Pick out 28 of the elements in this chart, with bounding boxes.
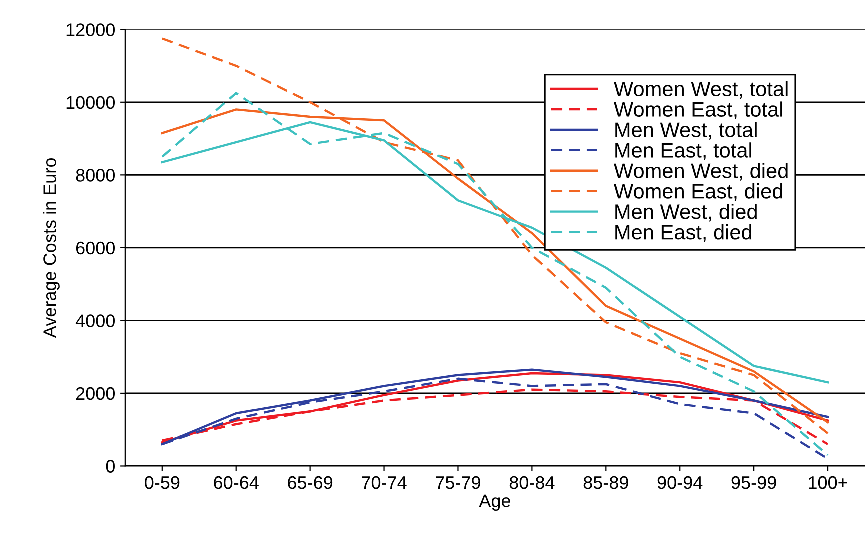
x-tick-label: 85-89 [584,476,628,490]
y-tick-label: 12000 [66,24,115,36]
legend-label: Women East, total [614,102,782,120]
x-tick-label: 60-64 [214,476,259,490]
legend-label: Men West, total [616,122,757,140]
line-series [161,38,830,435]
x-tick-label: 0-59 [145,476,180,490]
x-axis-title: Age [479,494,510,512]
x-tick-label: 95-99 [732,476,776,490]
x-tick-label: 90-94 [658,476,703,490]
x-tick-label: 75-79 [436,476,480,490]
legend-label: Women West, died [614,163,788,181]
legend-label: Men West, died [616,204,757,222]
legend-label: Women West, total [614,81,788,100]
legend-label: Men East, died [616,224,752,242]
legend-label: Women East, died [614,184,782,202]
y-axis-title: Average Costs in Euro [43,158,60,338]
x-tick-label: 100+ [809,476,848,490]
y-tick-label: 8000 [76,169,115,182]
legend-label: Men East, total [616,142,752,160]
y-tick-label: 6000 [76,242,115,255]
x-tick-label: 65-69 [288,476,333,490]
y-tick-label: 10000 [66,96,115,110]
x-tick-label: 80-84 [510,476,555,490]
y-tick-label: 0 [106,460,115,473]
x-tick-label: 70-74 [362,476,407,490]
y-tick-label: 2000 [76,387,115,400]
y-tick-label: 4000 [76,314,115,328]
